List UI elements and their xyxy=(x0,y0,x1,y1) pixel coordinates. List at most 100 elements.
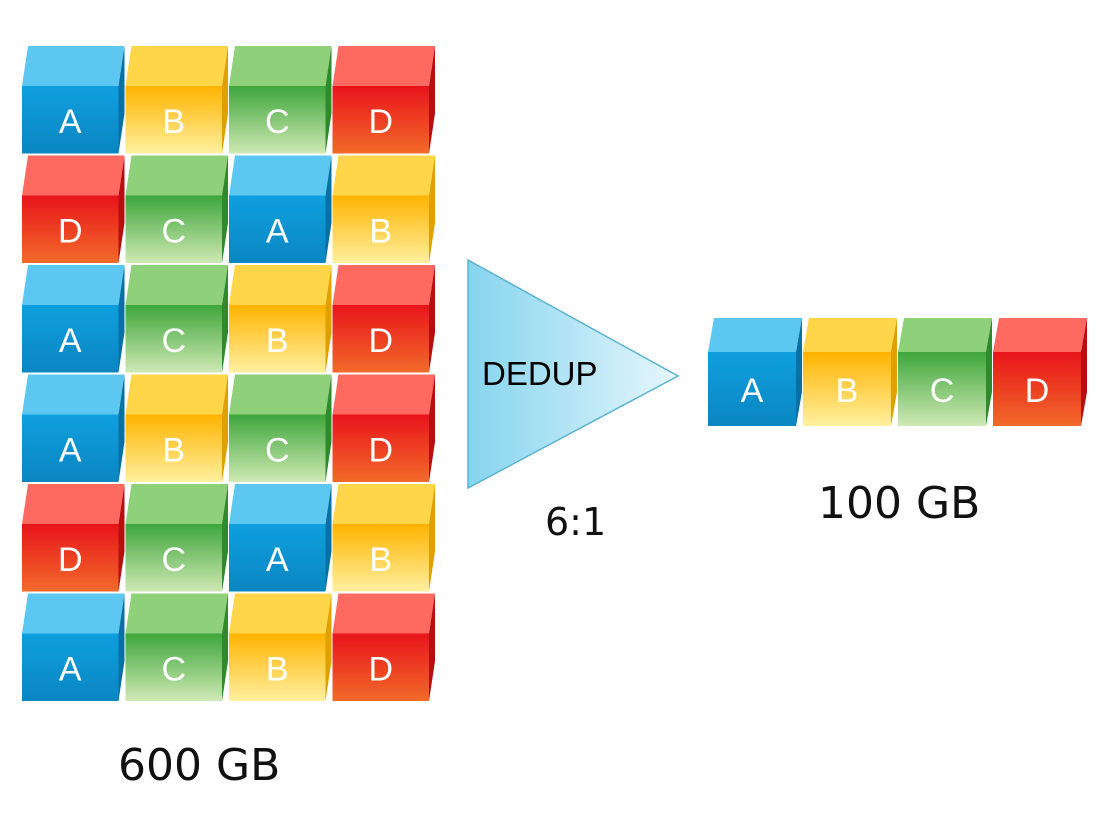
block-top-face xyxy=(708,318,802,352)
block-top-face xyxy=(22,484,125,524)
block-top-face xyxy=(22,155,125,196)
source-block-a: A xyxy=(22,46,125,154)
block-letter: B xyxy=(162,103,185,141)
target-block-b: B xyxy=(803,318,897,426)
block-side-face xyxy=(1081,318,1087,426)
source-block-b: B xyxy=(125,46,228,154)
block-front-face xyxy=(993,352,1081,426)
block-side-face xyxy=(429,374,435,482)
block-side-face xyxy=(222,374,228,482)
source-block-d: D xyxy=(332,593,435,701)
block-front-face xyxy=(803,352,891,426)
block-letter: C xyxy=(161,212,186,250)
deduplicated-block-row: A B C D xyxy=(708,318,1087,426)
block-top-face xyxy=(125,593,228,634)
block-top-face xyxy=(22,374,125,415)
block-side-face xyxy=(118,484,125,592)
source-block-grid: A B C D D C A B A C B D A B C D D C A B A C B D xyxy=(22,46,435,701)
block-front-face xyxy=(22,414,119,482)
source-block-c: C xyxy=(125,155,228,263)
target-block-d: D xyxy=(993,318,1087,426)
block-side-face xyxy=(325,593,332,701)
block-front-face xyxy=(125,305,222,373)
block-top-face xyxy=(229,46,332,86)
block-front-face xyxy=(22,305,119,373)
block-front-face xyxy=(332,633,429,701)
block-front-face xyxy=(22,524,119,592)
block-side-face xyxy=(222,155,228,263)
block-side-face xyxy=(222,265,228,373)
source-block-c: C xyxy=(125,265,228,373)
block-letter: C xyxy=(265,103,290,141)
block-letter: D xyxy=(368,322,393,360)
block-side-face xyxy=(118,593,125,701)
block-top-face xyxy=(125,155,228,196)
block-letter: B xyxy=(836,372,859,410)
block-letter: B xyxy=(266,650,289,688)
block-front-face xyxy=(708,352,796,426)
block-letter: B xyxy=(369,212,392,250)
block-letter: D xyxy=(368,650,393,688)
source-block-c: C xyxy=(229,46,332,154)
block-front-face xyxy=(22,195,119,263)
block-front-face xyxy=(332,86,429,154)
source-size-label: 600 GB xyxy=(118,740,281,791)
block-front-face xyxy=(22,86,119,154)
target-block-c: C xyxy=(898,318,992,426)
block-letter: C xyxy=(265,431,290,469)
block-front-face xyxy=(229,414,326,482)
block-front-face xyxy=(125,86,222,154)
source-block-b: B xyxy=(125,374,228,482)
block-top-face xyxy=(332,484,435,524)
block-top-face xyxy=(803,318,897,352)
block-top-face xyxy=(229,593,332,634)
block-top-face xyxy=(332,374,435,415)
block-side-face xyxy=(118,374,125,482)
block-side-face xyxy=(325,155,332,263)
block-side-face xyxy=(986,318,992,426)
block-letter: C xyxy=(161,322,186,360)
block-top-face xyxy=(898,318,992,352)
target-block-a: A xyxy=(708,318,802,426)
source-block-a: A xyxy=(22,593,125,701)
block-side-face xyxy=(325,484,332,592)
block-side-face xyxy=(429,46,435,154)
block-top-face xyxy=(22,46,125,86)
block-front-face xyxy=(229,86,326,154)
block-letter: C xyxy=(930,372,955,410)
block-letter: B xyxy=(162,431,185,469)
block-side-face xyxy=(222,46,228,154)
block-front-face xyxy=(332,195,429,263)
block-letter: A xyxy=(59,103,82,141)
block-side-face xyxy=(891,318,897,426)
block-front-face xyxy=(125,414,222,482)
block-front-face xyxy=(125,195,222,263)
source-block-b: B xyxy=(332,484,435,592)
source-block-d: D xyxy=(332,265,435,373)
block-front-face xyxy=(898,352,986,426)
source-block-b: B xyxy=(332,155,435,263)
block-side-face xyxy=(429,484,435,592)
block-side-face xyxy=(118,155,125,263)
block-top-face xyxy=(229,484,332,524)
block-top-face xyxy=(125,374,228,415)
block-top-face xyxy=(125,46,228,86)
block-side-face xyxy=(796,318,802,426)
block-letter: A xyxy=(266,541,289,579)
block-front-face xyxy=(229,524,326,592)
block-top-face xyxy=(332,265,435,305)
source-block-c: C xyxy=(229,374,332,482)
block-front-face xyxy=(229,195,326,263)
target-size-label: 100 GB xyxy=(818,478,981,529)
dedup-arrow-triangle xyxy=(467,258,680,490)
source-block-d: D xyxy=(332,46,435,154)
source-block-c: C xyxy=(125,593,228,701)
block-letter: B xyxy=(266,322,289,360)
block-front-face xyxy=(125,524,222,592)
block-letter: D xyxy=(1025,372,1050,410)
block-front-face xyxy=(229,633,326,701)
block-letter: A xyxy=(59,650,82,688)
block-letter: A xyxy=(59,431,82,469)
source-block-a: A xyxy=(22,374,125,482)
